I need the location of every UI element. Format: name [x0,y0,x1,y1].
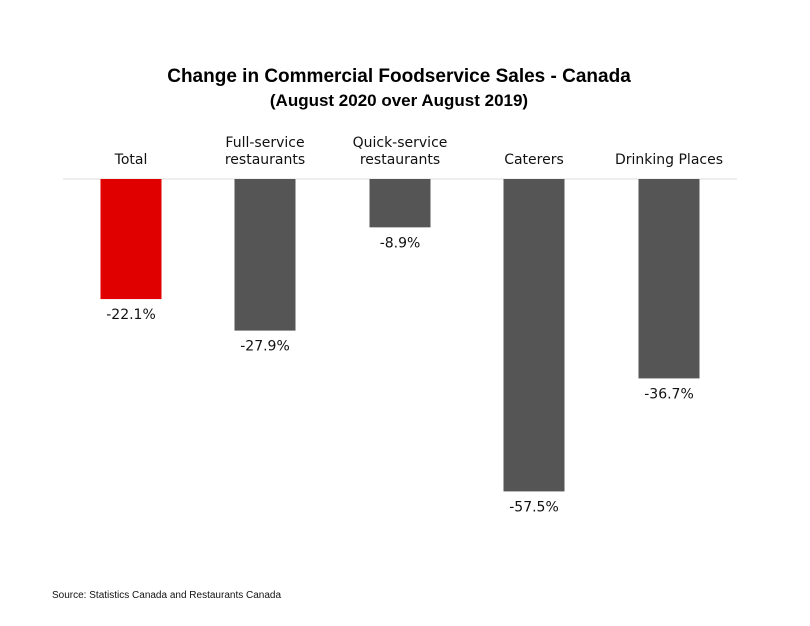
chart-marks: Total-22.1%Full-servicerestaurants-27.9%… [63,135,737,515]
category-label: restaurants [225,152,305,168]
bar [503,179,565,492]
data-label: -36.7% [644,386,694,402]
category-label: Drinking Places [615,152,723,168]
bar [638,179,700,379]
chart-title: Change in Commercial Foodservice Sales -… [167,66,631,87]
bar [369,179,431,228]
bar [100,179,162,300]
category-label: Caterers [504,152,564,168]
bar [234,179,296,331]
category-label: Quick-service [353,135,448,151]
category-label: Total [114,152,148,168]
source-note: Source: Statistics Canada and Restaurant… [52,590,281,601]
data-label: -27.9% [240,339,290,355]
data-label: -57.5% [509,499,559,515]
data-label: -8.9% [380,235,421,251]
category-label: restaurants [360,152,440,168]
category-label: Full-service [225,135,304,151]
chart-subtitle: (August 2020 over August 2019) [270,91,528,110]
data-label: -22.1% [106,307,156,323]
